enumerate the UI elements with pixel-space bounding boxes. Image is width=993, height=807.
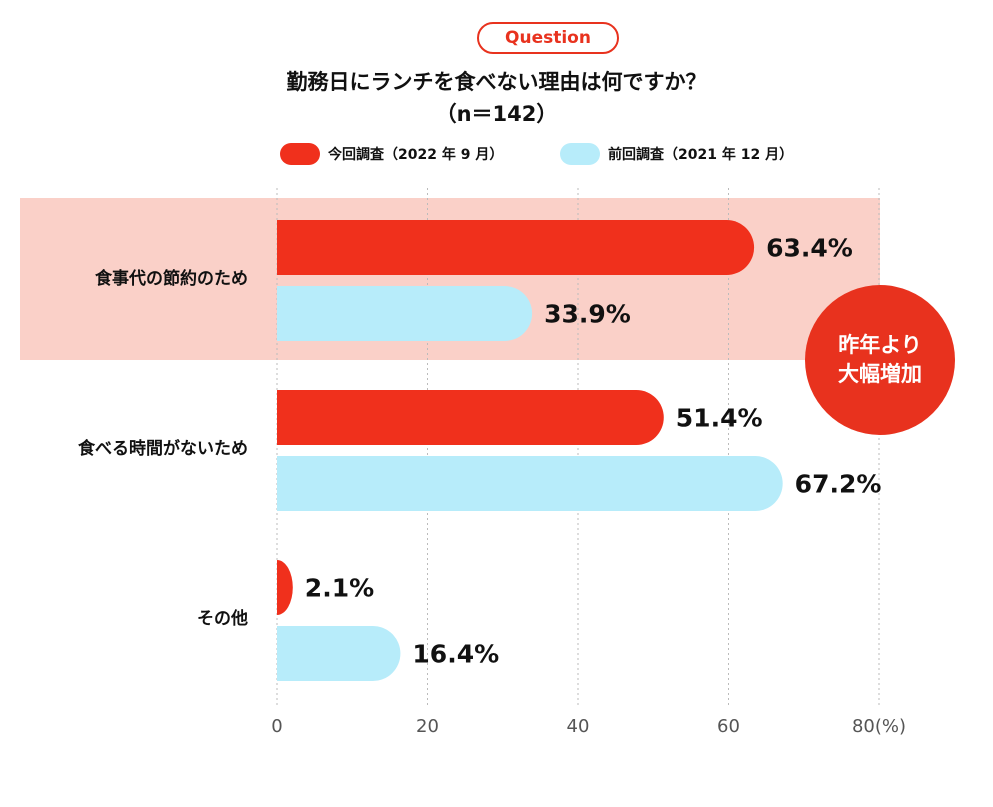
bar-current	[277, 390, 664, 445]
bar-value-label: 16.4%	[412, 640, 499, 669]
question-badge: Question	[477, 22, 619, 54]
bar-previous	[277, 286, 533, 341]
bar-value-label: 51.4%	[676, 404, 763, 433]
category-label: 食事代の節約のため	[95, 268, 248, 289]
bar-value-label: 33.9%	[544, 300, 631, 329]
legend-label-current: 今回調査（2022 年 9 月）	[328, 147, 504, 163]
bar-value-label: 2.1%	[305, 574, 374, 603]
bar-value-label: 63.4%	[766, 234, 853, 263]
x-tick-label: 40	[567, 716, 590, 737]
legend-item-current: 今回調査（2022 年 9 月）	[280, 143, 503, 165]
x-tick-label: 60	[717, 716, 740, 737]
chart-title: 勤務日にランチを食べない理由は何ですか？	[286, 70, 707, 94]
bar-current	[277, 220, 755, 275]
x-tick-label: 80(%)	[852, 716, 906, 737]
x-tick-label: 0	[271, 716, 282, 737]
legend-swatch-current	[280, 143, 320, 165]
bar-previous	[277, 626, 401, 681]
increase-callout-badge: 昨年より 大幅増加	[805, 285, 955, 435]
callout-line-1: 昨年より	[838, 332, 922, 357]
x-tick-label: 20	[416, 716, 439, 737]
category-label: 食べる時間がないため	[78, 438, 248, 459]
legend-label-previous: 前回調査（2021 年 12 月）	[608, 147, 794, 163]
legend-item-previous: 前回調査（2021 年 12 月）	[560, 143, 793, 165]
callout-line-2: 大幅増加	[838, 362, 922, 386]
sample-size: （n＝142）	[435, 102, 558, 126]
category-label: その他	[197, 608, 248, 629]
bar-value-label: 67.2%	[795, 470, 882, 499]
legend-swatch-previous	[560, 143, 600, 165]
bar-previous	[277, 456, 783, 511]
bar-current	[277, 560, 293, 615]
